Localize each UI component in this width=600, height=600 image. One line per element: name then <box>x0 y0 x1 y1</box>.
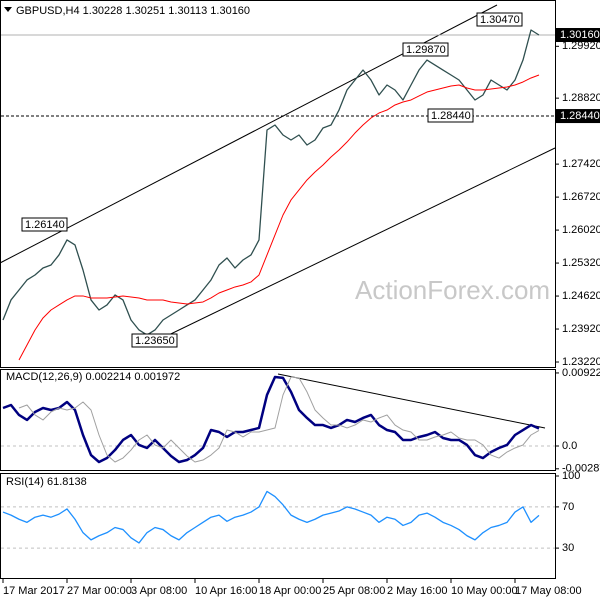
series-line <box>18 74 540 361</box>
annotation-box <box>21 217 68 232</box>
y-tick-label: 70 <box>562 501 574 513</box>
y-tick-label: 1.29920 <box>562 40 600 52</box>
annotation: 1.29870 <box>406 44 446 56</box>
x-tick-label: 27 Mar 00:00 <box>67 585 132 597</box>
x-tick-label: 2 May 16:00 <box>387 585 448 597</box>
x-tick-label: 10 May 00:00 <box>451 585 518 597</box>
y-tick-label: -0.002879 <box>562 463 600 475</box>
y-tick-label: 1.23220 <box>562 356 600 368</box>
price-marker-label: 1.28440 <box>560 110 600 122</box>
y-tick-label: 1.26720 <box>562 191 600 203</box>
annotation-box <box>476 12 523 27</box>
y-tick-label: 100 <box>562 470 580 482</box>
x-tick-label: 3 Apr 08:00 <box>131 585 187 597</box>
y-tick-label: 1.24620 <box>562 290 600 302</box>
annotation: 1.26140 <box>25 219 65 231</box>
annotation: 1.28440 <box>431 110 471 122</box>
watermark: ActionForex.com <box>355 275 550 305</box>
ohlc: 1.30228 1.30251 1.30113 1.30160 <box>83 5 250 17</box>
rsi-title: RSI(14) 61.8138 <box>6 476 87 488</box>
series-line <box>2 490 540 544</box>
y-tick-label: 1.28820 <box>562 92 600 104</box>
annotation-box <box>131 333 178 348</box>
macd-trendline <box>277 373 546 429</box>
series-line <box>18 376 540 463</box>
y-tick-label: 1.23920 <box>562 323 600 335</box>
price-marker-box <box>556 109 600 124</box>
series-line <box>2 375 540 464</box>
annotation-box <box>427 108 474 123</box>
price-marker-label: 1.30160 <box>560 29 600 41</box>
macd-panel <box>0 369 556 471</box>
y-tick-label: 30 <box>562 542 574 554</box>
chart-header: GBPUSD,H4 1.30228 1.30251 1.30113 1.3016… <box>16 5 250 17</box>
y-tick-label: 1.25320 <box>562 257 600 269</box>
y-tick-label: 1.27420 <box>562 158 600 170</box>
y-tick-label: 1.26020 <box>562 224 600 236</box>
y-tick-label: 0.0 <box>562 440 577 452</box>
price-marker-box <box>556 28 600 43</box>
x-tick-label: 25 Apr 08:00 <box>323 585 385 597</box>
x-tick-label: 17 Mar 2017 <box>3 585 65 597</box>
price-panel <box>0 0 556 368</box>
macd-title: MACD(12,26,9) 0.002214 0.001972 <box>6 371 180 383</box>
annotation: 1.30470 <box>480 14 520 26</box>
x-tick-label: 17 May 08:00 <box>515 585 582 597</box>
channel-lower <box>147 147 556 346</box>
header-icon <box>4 7 12 12</box>
x-tick-label: 10 Apr 16:00 <box>195 585 257 597</box>
series-line <box>2 29 540 336</box>
chart-title: GBPUSD,H4 <box>16 5 80 17</box>
rsi-panel <box>0 473 556 579</box>
y-tick-label: 0.009227 <box>562 367 600 379</box>
annotation: 1.23650 <box>135 335 175 347</box>
x-tick-label: 18 Apr 00:00 <box>259 585 321 597</box>
annotation-box <box>402 42 449 57</box>
